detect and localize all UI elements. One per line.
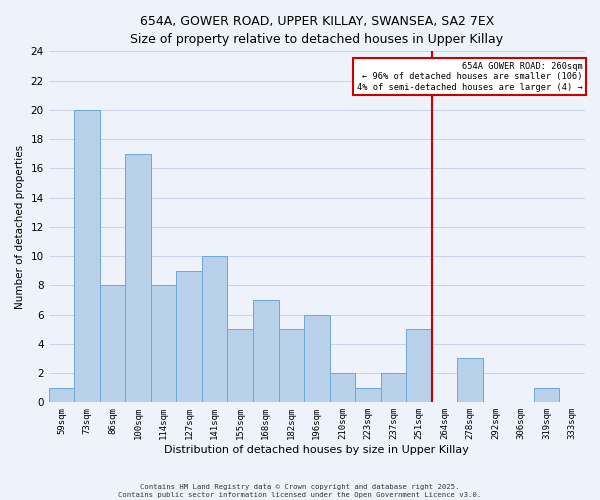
Bar bbox=[253, 300, 278, 402]
Bar bbox=[534, 388, 559, 402]
Title: 654A, GOWER ROAD, UPPER KILLAY, SWANSEA, SA2 7EX
Size of property relative to de: 654A, GOWER ROAD, UPPER KILLAY, SWANSEA,… bbox=[130, 15, 503, 46]
Bar bbox=[202, 256, 227, 402]
Bar bbox=[406, 329, 432, 402]
Bar bbox=[278, 329, 304, 402]
Bar bbox=[49, 388, 74, 402]
Text: 654A GOWER ROAD: 260sqm
← 96% of detached houses are smaller (106)
4% of semi-de: 654A GOWER ROAD: 260sqm ← 96% of detache… bbox=[356, 62, 583, 92]
X-axis label: Distribution of detached houses by size in Upper Killay: Distribution of detached houses by size … bbox=[164, 445, 469, 455]
Bar bbox=[74, 110, 100, 403]
Bar bbox=[355, 388, 380, 402]
Bar bbox=[151, 286, 176, 403]
Bar bbox=[329, 373, 355, 402]
Bar bbox=[227, 329, 253, 402]
Text: Contains HM Land Registry data © Crown copyright and database right 2025.
Contai: Contains HM Land Registry data © Crown c… bbox=[118, 484, 482, 498]
Bar bbox=[380, 373, 406, 402]
Bar bbox=[457, 358, 483, 403]
Bar bbox=[304, 314, 329, 402]
Bar bbox=[176, 270, 202, 402]
Bar bbox=[100, 286, 125, 403]
Bar bbox=[125, 154, 151, 402]
Y-axis label: Number of detached properties: Number of detached properties bbox=[15, 145, 25, 309]
